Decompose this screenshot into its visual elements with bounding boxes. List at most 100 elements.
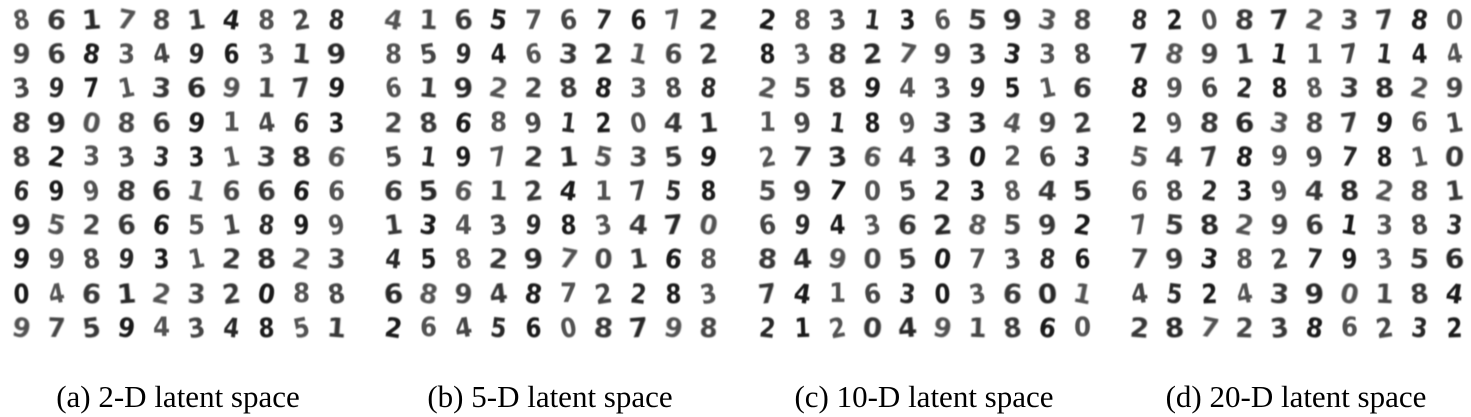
digit-sample: 3 — [1373, 242, 1396, 277]
digit-sample: 8 — [1409, 175, 1430, 207]
digit-sample: 3 — [898, 4, 917, 36]
digit-sample: 6 — [1071, 72, 1094, 105]
digit-sample: 6 — [629, 4, 648, 36]
digit-sample: 8 — [1037, 243, 1058, 276]
digit-sample: 7 — [1268, 3, 1291, 37]
digit-sample: 4 — [662, 106, 685, 139]
digit-sample: 9 — [453, 37, 474, 71]
digit-sample: 9 — [453, 277, 474, 310]
digit-sample: 3 — [826, 3, 849, 37]
digit-sample: 5 — [488, 311, 509, 345]
digit-sample: 7 — [1128, 208, 1151, 242]
digit-sample: 7 — [1338, 106, 1361, 140]
digit-sample: 7 — [1197, 310, 1222, 345]
digit-sample: 4 — [897, 141, 918, 173]
digit-sample: 3 — [417, 208, 440, 242]
digit-sample: 2 — [932, 174, 953, 208]
digit-sample: 9 — [1001, 3, 1024, 37]
digit-sample: 5 — [1127, 139, 1152, 174]
digit-sample: 4 — [1443, 276, 1466, 311]
digit-sample: 2 — [522, 174, 545, 208]
digit-sample: 5 — [487, 3, 510, 37]
digit-sample: 5 — [1408, 243, 1431, 276]
digit-sample: 4 — [1233, 276, 1256, 311]
digit-sample: 4 — [452, 311, 475, 345]
digit-sample: 8 — [557, 72, 580, 105]
digit-sample: 9 — [47, 243, 66, 275]
digit-sample: 8 — [80, 242, 103, 277]
digit-sample: 9 — [47, 175, 66, 207]
digit-sample: 5 — [417, 174, 440, 208]
digit-sample: 1 — [185, 3, 208, 37]
digit-sample: 2 — [1199, 174, 1220, 208]
digit-sample: 6 — [45, 3, 68, 37]
digit-sample: 8 — [1001, 174, 1024, 208]
digit-sample: 2 — [81, 209, 102, 242]
digit-sample: 8 — [662, 71, 685, 106]
digit-sample: 8 — [1408, 277, 1431, 311]
digit-sample: 7 — [627, 174, 650, 208]
digit-sample: 6 — [115, 208, 138, 242]
digit-sample: 4 — [150, 37, 173, 71]
digit-sample: 9 — [1303, 140, 1326, 174]
digit-sample: 4 — [791, 276, 814, 311]
digit-sample: 0 — [966, 140, 989, 174]
digit-sample: 5 — [419, 243, 438, 276]
digit-sample: 9 — [661, 310, 686, 345]
digit-sample: 2 — [755, 71, 780, 106]
digit-sample: 3 — [185, 311, 208, 345]
digit-sample: 1 — [115, 277, 138, 310]
digit-sample: 3 — [1001, 37, 1024, 71]
digit-sample: 8 — [257, 311, 276, 344]
digit-sample: 0 — [12, 277, 31, 310]
digit-sample: 1 — [185, 242, 208, 277]
digit-sample: 8 — [1129, 3, 1150, 37]
digit-sample: 2 — [861, 38, 884, 71]
digit-sample: 5 — [591, 139, 616, 174]
digit-sample: 6 — [327, 175, 346, 207]
digit-sample: 1 — [1036, 71, 1059, 106]
digit-sample: 2 — [1128, 311, 1151, 344]
digit-sample: 8 — [1303, 71, 1326, 106]
digit-sample: 6 — [451, 174, 476, 208]
digit-sample: 3 — [255, 140, 278, 174]
digit-sample: 1 — [557, 140, 580, 174]
digit-sample: 1 — [222, 107, 241, 139]
digit-sample: 3 — [931, 106, 954, 139]
digit-sample: 2 — [931, 209, 954, 242]
digit-sample: 0 — [1445, 4, 1464, 36]
digit-sample: 5 — [382, 140, 405, 174]
digit-sample: 1 — [115, 71, 138, 106]
digit-sample: 2 — [1165, 4, 1184, 36]
digit-sample: 0 — [1443, 140, 1466, 174]
digit-sample: 4 — [1443, 37, 1466, 72]
digit-sample: 9 — [1037, 106, 1058, 139]
digit-sample: 8 — [384, 38, 403, 70]
digit-sample: 8 — [592, 311, 615, 344]
digit-sample: 0 — [557, 311, 580, 345]
digit-sample: 0 — [861, 311, 884, 344]
digit-sample: 9 — [1270, 141, 1289, 173]
digit-sample: 2 — [45, 140, 68, 174]
digit-sample: 7 — [559, 278, 578, 310]
digit-sample: 0 — [1036, 277, 1059, 310]
digit-sample: 5 — [1003, 72, 1022, 105]
digit-sample: 4 — [791, 243, 814, 276]
digit-sample: 2 — [382, 311, 405, 345]
digit-sample: 2 — [594, 106, 613, 139]
digit-sample: 9 — [967, 72, 988, 105]
digit-sample: 1 — [256, 72, 277, 105]
digit-sample: 3 — [326, 243, 347, 276]
digit-sample: 9 — [46, 72, 67, 105]
digit-sample: 6 — [382, 71, 405, 106]
digit-sample: 8 — [559, 209, 578, 242]
digit-sample: 7 — [826, 174, 849, 208]
digit-sample: 9 — [697, 140, 720, 174]
digit-sample: 3 — [1375, 209, 1394, 241]
digit-sample: 8 — [1163, 311, 1186, 344]
digit-sample: 1 — [1338, 208, 1361, 242]
digit-sample: 8 — [325, 276, 348, 311]
digit-sample: 1 — [793, 311, 812, 344]
digit-sample: 3 — [187, 141, 206, 173]
